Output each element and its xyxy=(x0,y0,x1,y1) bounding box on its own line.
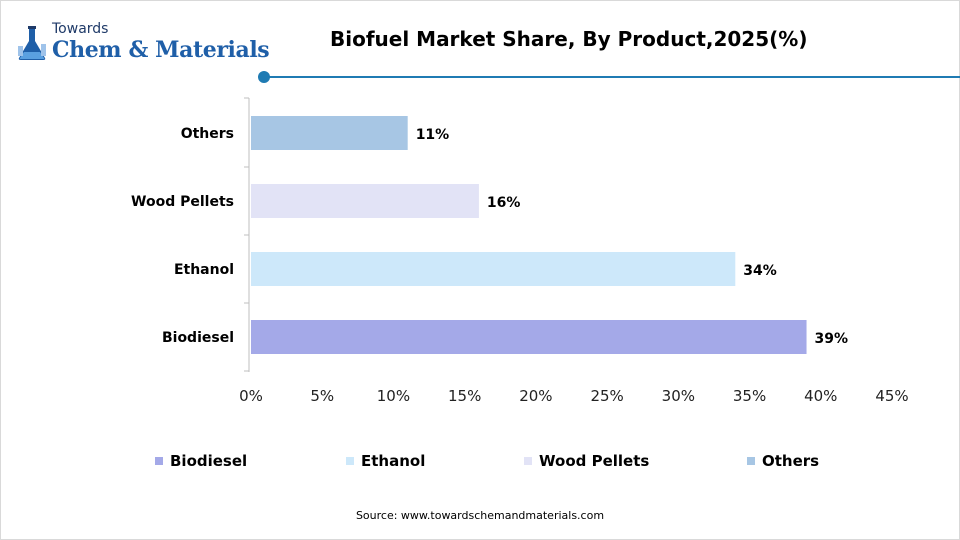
bar-wood-pellets xyxy=(251,184,479,218)
legend-swatch xyxy=(346,457,354,465)
x-tick-label: 0% xyxy=(239,387,263,405)
value-label-biodiesel: 39% xyxy=(815,331,849,347)
category-label-others: Others xyxy=(181,126,234,142)
category-label-ethanol: Ethanol xyxy=(174,262,234,278)
x-tick-label: 30% xyxy=(662,387,695,405)
x-tick-label: 5% xyxy=(310,387,334,405)
value-label-wood-pellets: 16% xyxy=(487,195,521,211)
legend-swatch xyxy=(747,457,755,465)
value-label-ethanol: 34% xyxy=(743,263,777,279)
legend: Biodiesel Ethanol Wood Pellets Others xyxy=(0,452,960,474)
brand-logo: Towards Chem & Materials xyxy=(14,21,270,66)
title-rule-dot xyxy=(258,71,270,83)
legend-label: Biodiesel xyxy=(170,452,248,470)
bar-ethanol xyxy=(251,252,736,286)
x-tick-label: 15% xyxy=(448,387,481,405)
title-rule xyxy=(264,76,960,78)
legend-item-wood-pellets: Wood Pellets xyxy=(524,452,649,470)
bar-others xyxy=(251,116,408,150)
logo-top-text: Towards xyxy=(52,21,109,37)
x-tick-label: 10% xyxy=(377,387,410,405)
flask-icon xyxy=(18,26,46,60)
x-tick-label: 35% xyxy=(733,387,766,405)
legend-label: Others xyxy=(762,452,820,470)
chart-title: Biofuel Market Share, By Product,2025(%) xyxy=(330,27,808,51)
legend-label: Ethanol xyxy=(361,452,426,470)
logo-main-text: Chem & Materials xyxy=(52,37,270,63)
x-tick-labels: 0% 5% 10% 15% 20% 25% 30% 35% 40% 45% xyxy=(239,387,909,405)
category-label-wood-pellets: Wood Pellets xyxy=(131,194,234,210)
x-tick-label: 45% xyxy=(875,387,908,405)
legend-item-biodiesel: Biodiesel xyxy=(155,452,247,470)
legend-swatch xyxy=(524,457,532,465)
legend-swatch xyxy=(155,457,163,465)
bars-group: Biodiesel 39% Ethanol 34% Wood Pellets 16% Oth… xyxy=(131,97,849,372)
legend-label: Wood Pellets xyxy=(539,452,650,470)
x-tick-label: 40% xyxy=(804,387,837,405)
legend-item-others: Others xyxy=(747,452,819,470)
category-label-biodiesel: Biodiesel xyxy=(162,330,234,346)
x-tick-label: 20% xyxy=(519,387,552,405)
bar-biodiesel xyxy=(251,320,807,354)
bar-chart: Biodiesel 39% Ethanol 34% Wood Pellets 16% Oth… xyxy=(131,97,909,405)
value-label-others: 11% xyxy=(416,127,450,143)
source-note: Source: www.towardschemandmaterials.com xyxy=(355,509,605,522)
legend-item-ethanol: Ethanol xyxy=(346,452,425,470)
x-tick-label: 25% xyxy=(590,387,623,405)
